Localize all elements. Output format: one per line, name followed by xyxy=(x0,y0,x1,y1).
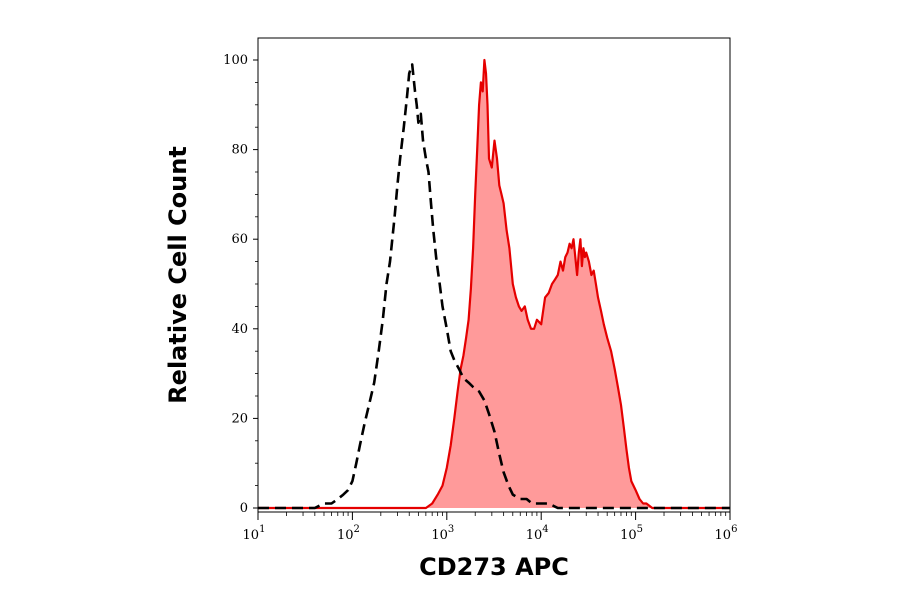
series-0-dashed-line xyxy=(258,63,730,510)
x-tick-label: 102 xyxy=(337,524,360,543)
y-tick-label: 0 xyxy=(240,501,248,516)
y-tick-label: 20 xyxy=(231,411,248,426)
y-tick-label: 100 xyxy=(223,53,248,68)
series-1-line xyxy=(258,58,730,510)
x-tick-label: 101 xyxy=(243,524,266,543)
x-tick-label: 106 xyxy=(715,524,738,543)
y-tick-label: 80 xyxy=(231,143,248,158)
x-tick-label: 103 xyxy=(431,524,454,543)
x-tick-label: 105 xyxy=(620,524,643,543)
x-axis-title: CD273 APC xyxy=(419,553,569,581)
plot-frame xyxy=(257,37,731,513)
series-1-area xyxy=(258,60,730,508)
y-tick-label: 40 xyxy=(231,322,248,337)
y-tick-label: 60 xyxy=(231,232,248,247)
y-axis-title: Relative Cell Count xyxy=(164,146,192,404)
x-tick-label: 104 xyxy=(526,524,549,543)
